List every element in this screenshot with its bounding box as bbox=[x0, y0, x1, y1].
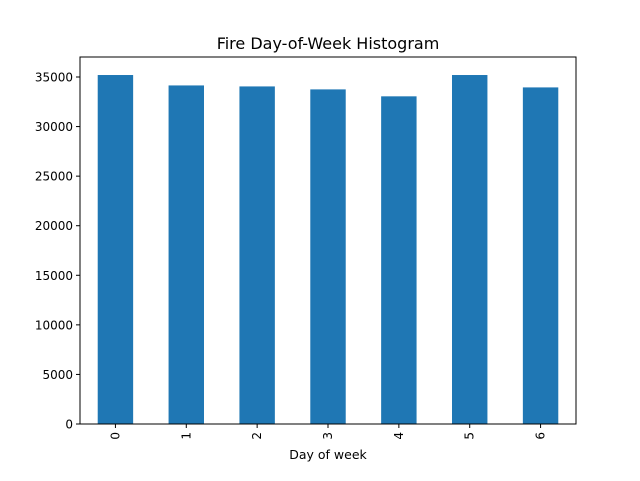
bar-day-0 bbox=[97, 75, 134, 425]
y-tick-label: 0 bbox=[65, 418, 73, 432]
y-axis: 0 5000 10000 15000 20000 25000 30000 35000 bbox=[35, 71, 80, 432]
y-tick-label: 15000 bbox=[35, 269, 73, 283]
bars-group bbox=[97, 75, 559, 425]
x-tick-label: 1 bbox=[179, 432, 193, 440]
x-tick-label: 5 bbox=[463, 432, 477, 440]
bar-day-2 bbox=[239, 86, 275, 425]
y-tick-label: 5000 bbox=[42, 368, 73, 382]
x-axis-label: Day of week bbox=[289, 447, 367, 462]
y-tick-label: 30000 bbox=[35, 120, 73, 134]
x-tick-label: 6 bbox=[534, 432, 548, 440]
y-tick-label: 20000 bbox=[35, 219, 73, 233]
y-tick-label: 25000 bbox=[35, 170, 73, 184]
y-tick-label: 10000 bbox=[35, 318, 73, 332]
bar-day-6 bbox=[522, 87, 559, 424]
chart-title: Fire Day-of-Week Histogram bbox=[217, 34, 440, 53]
bar-day-3 bbox=[310, 89, 346, 424]
x-axis: 0 1 2 3 4 5 6 bbox=[108, 424, 548, 440]
x-tick-label: 3 bbox=[321, 432, 335, 440]
y-tick-label: 35000 bbox=[35, 71, 73, 85]
plot-frame bbox=[79, 56, 577, 425]
x-tick-label: 2 bbox=[250, 432, 264, 440]
bar-day-1 bbox=[168, 85, 204, 425]
x-tick-label: 4 bbox=[392, 432, 406, 440]
x-tick-label: 0 bbox=[108, 432, 122, 440]
bar-day-5 bbox=[452, 75, 488, 425]
bar-day-4 bbox=[381, 96, 417, 424]
